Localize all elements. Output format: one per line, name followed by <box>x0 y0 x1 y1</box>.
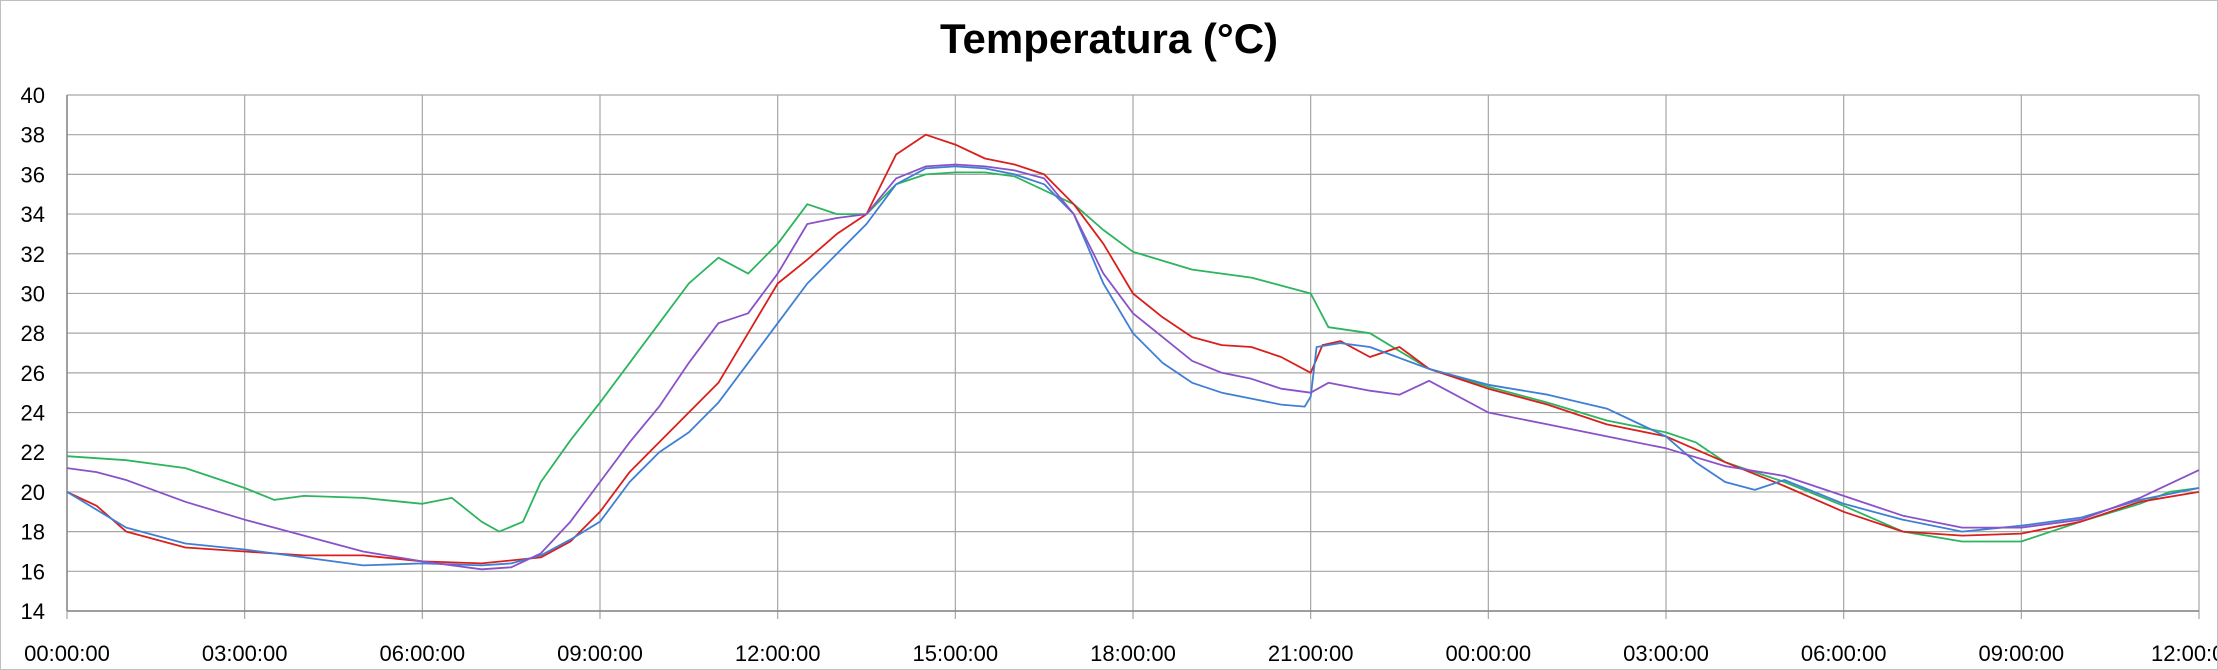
y-tick-label: 24 <box>21 401 45 426</box>
x-tick-label: 03:00:00 <box>1623 641 1709 666</box>
x-tick-label: 06:00:00 <box>380 641 466 666</box>
data-series <box>66 133 2200 571</box>
x-tick-label: 15:00:00 <box>913 641 999 666</box>
x-tick-label: 00:00:00 <box>1446 641 1532 666</box>
y-tick-label: 26 <box>21 361 45 386</box>
gridlines <box>66 94 2200 619</box>
y-tick-label: 22 <box>21 440 45 465</box>
x-axis-tick-labels: 00:00:00 03:00:00 06:00:00 09:00:00 12:00:00… <box>24 641 2217 666</box>
x-tick-label: 06:00:00 <box>1801 641 1887 666</box>
x-tick-label: 09:00:00 <box>557 641 643 666</box>
y-tick-label: 28 <box>21 321 45 346</box>
x-tick-label: 18:00:00 <box>1090 641 1176 666</box>
x-tick-label: 09:00:00 <box>1979 641 2065 666</box>
y-tick-label: 18 <box>21 520 45 545</box>
x-tick-label: 03:00:00 <box>202 641 288 666</box>
y-tick-label: 32 <box>21 242 45 267</box>
y-tick-label: 38 <box>21 123 45 148</box>
x-tick-label: 21:00:00 <box>1268 641 1354 666</box>
x-tick-label: 12:00:00 <box>735 641 821 666</box>
chart-title: Temperatura (°C) <box>939 15 1279 62</box>
y-tick-label: 30 <box>21 281 45 306</box>
y-tick-label: 20 <box>21 480 45 505</box>
series-line-4 <box>66 163 2200 571</box>
y-axis-tick-labels: 14 16 18 20 22 24 26 28 30 32 34 36 38 40 <box>21 83 45 624</box>
series-line-3 <box>66 165 2200 567</box>
y-tick-label: 16 <box>21 559 45 584</box>
y-tick-label: 34 <box>21 202 45 227</box>
y-tick-label: 40 <box>21 83 45 108</box>
x-tick-label: 12:00:00 <box>2151 641 2217 666</box>
x-tick-label: 00:00:00 <box>24 641 110 666</box>
y-tick-label: 36 <box>21 162 45 187</box>
y-tick-label: 14 <box>21 599 45 624</box>
